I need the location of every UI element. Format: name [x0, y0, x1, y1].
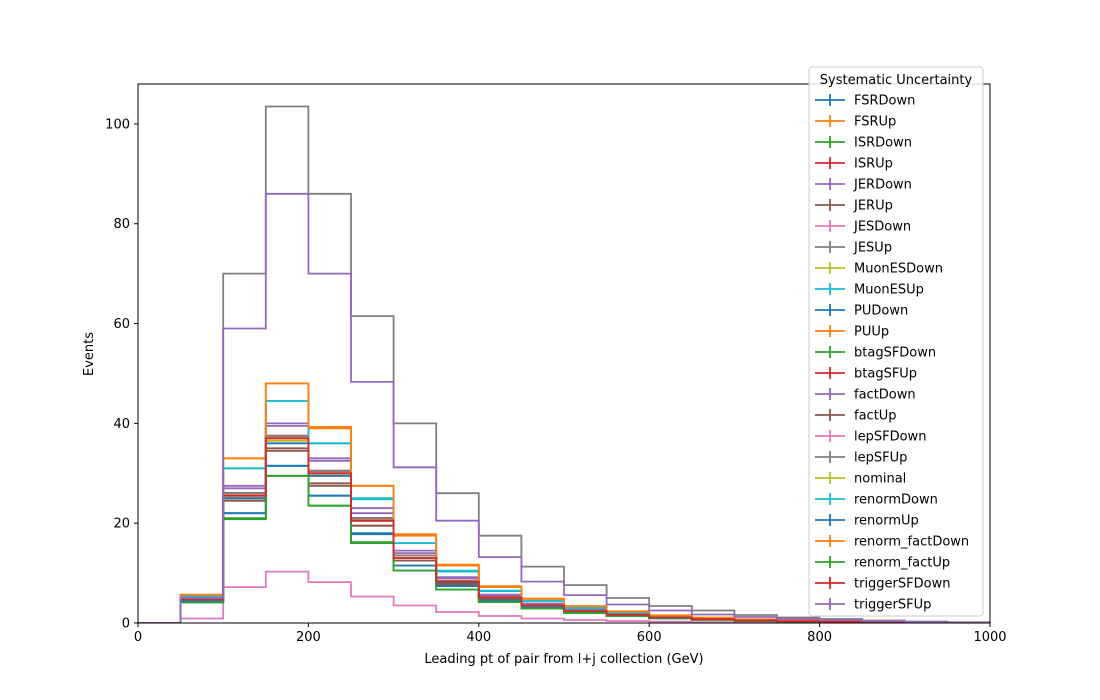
legend-item: renorm_factUp	[815, 556, 950, 571]
legend-item: btagSFUp	[815, 367, 917, 382]
x-tick-label: 200	[296, 630, 321, 645]
legend-item: triggerSFUp	[815, 598, 931, 613]
legend-item: renormDown	[815, 493, 938, 508]
legend-item: triggerSFDown	[815, 577, 950, 592]
legend-label: renormDown	[854, 493, 938, 508]
legend-item: renorm_factDown	[815, 535, 969, 550]
y-tick-label: 100	[105, 117, 130, 132]
legend-item: PUUp	[815, 325, 889, 340]
legend-item: lepSFUp	[815, 451, 907, 466]
legend-item: JESDown	[815, 220, 911, 235]
legend-item: PUDown	[815, 304, 908, 319]
y-tick-label: 60	[113, 317, 130, 332]
legend-item: JERDown	[815, 178, 912, 193]
y-tick-label: 40	[113, 417, 130, 432]
x-tick-label: 800	[807, 630, 832, 645]
y-tick-label: 80	[113, 217, 130, 232]
legend-label: JERUp	[853, 199, 893, 214]
legend-box	[808, 66, 984, 617]
legend-label: triggerSFDown	[854, 577, 950, 592]
x-axis-ticks: 0 200 400 600 800 1000	[134, 623, 1007, 645]
legend-item: MuonESDown	[815, 262, 943, 277]
x-tick-label: 600	[637, 630, 662, 645]
legend-item: FSRDown	[815, 94, 915, 109]
legend-items: FSRDown FSRUp ISRDown ISRUp JERDown JERUp JESD…	[815, 94, 969, 613]
legend-item: factDown	[815, 388, 916, 403]
legend-label: renormUp	[854, 514, 919, 529]
x-axis-label: Leading pt of pair from l+j collection (…	[424, 652, 703, 667]
legend-label: ISRDown	[854, 136, 912, 151]
series-line-triggerSFUp	[138, 192, 990, 623]
legend-label: lepSFDown	[854, 430, 926, 445]
legend-label: btagSFUp	[854, 367, 917, 382]
legend-label: ISRUp	[854, 157, 893, 172]
legend-item: FSRUp	[815, 115, 896, 130]
plot-frame	[137, 83, 991, 624]
legend-label: factUp	[854, 409, 897, 424]
legend-item: JESUp	[815, 241, 892, 256]
series-line-triggerSFDown	[138, 437, 990, 623]
legend-title: Systematic Uncertainty	[820, 73, 973, 88]
legend-label: FSRDown	[854, 94, 915, 109]
y-tick-label: 0	[122, 617, 130, 632]
legend-item: lepSFDown	[815, 430, 926, 445]
series-layer	[138, 105, 990, 623]
legend-label: PUUp	[854, 325, 889, 340]
legend-item: factUp	[815, 409, 897, 424]
legend-label: JESDown	[853, 220, 911, 235]
legend-label: nominal	[854, 472, 906, 487]
legend-label: renorm_factDown	[854, 535, 969, 550]
x-tick-label: 1000	[973, 630, 1006, 645]
legend-item: JERUp	[815, 199, 893, 214]
x-tick-label: 400	[466, 630, 491, 645]
legend-item: MuonESUp	[815, 283, 924, 298]
legend-label: JESUp	[853, 241, 892, 256]
y-axis-ticks: 0 20 40 60 80 100	[105, 117, 138, 632]
legend-label: factDown	[854, 388, 916, 403]
legend-label: triggerSFUp	[854, 598, 931, 613]
legend-label: MuonESUp	[854, 283, 924, 298]
legend-item: nominal	[815, 472, 906, 487]
legend-item: ISRDown	[815, 136, 912, 151]
legend-label: FSRUp	[854, 115, 896, 130]
legend-label: MuonESDown	[854, 262, 943, 277]
legend-item: ISRUp	[815, 157, 893, 172]
y-tick-label: 20	[113, 517, 130, 532]
x-tick-label: 0	[134, 630, 142, 645]
y-axis-label: Events	[82, 332, 97, 376]
legend-label: renorm_factUp	[854, 556, 950, 571]
legend-item: btagSFDown	[815, 346, 936, 361]
legend-label: btagSFDown	[854, 346, 936, 361]
series-line-JESUp	[138, 105, 990, 623]
legend: Systematic Uncertainty FSRDown FSRUp ISRDo…	[808, 66, 984, 617]
legend-item: renormUp	[815, 514, 919, 529]
legend-label: JERDown	[853, 178, 912, 193]
legend-label: lepSFUp	[854, 451, 907, 466]
legend-label: PUDown	[854, 304, 908, 319]
